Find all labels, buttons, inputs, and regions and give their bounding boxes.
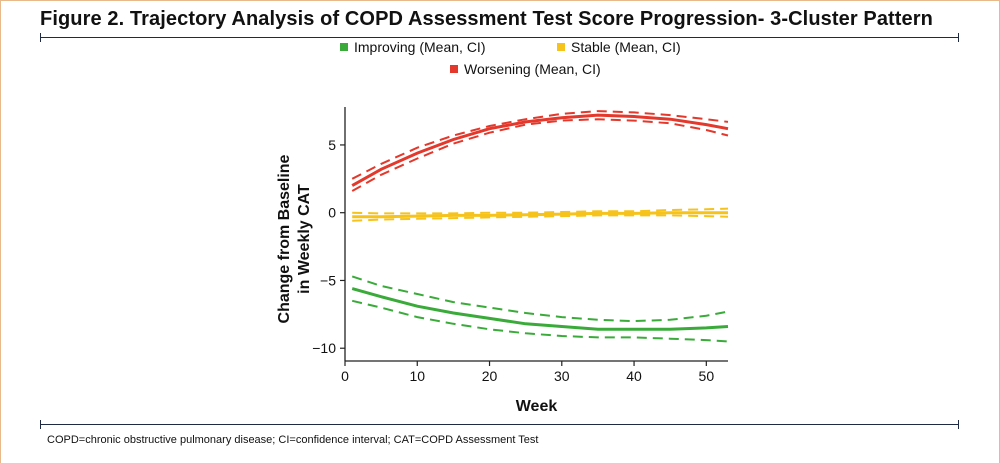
footnote: COPD=chronic obstructive pulmonary disea… (47, 434, 539, 446)
stable-legend-swatch (557, 43, 565, 51)
y-tick-label: −5 (320, 272, 336, 288)
improving-legend-label: Improving (Mean, CI) (354, 39, 485, 55)
worsening-legend-swatch (450, 65, 458, 73)
worsening-ci-upper-line (351, 110, 729, 180)
top-rule (40, 33, 959, 42)
stable-legend-label: Stable (Mean, CI) (571, 39, 681, 55)
x-tick-label: 30 (554, 368, 570, 384)
improving-mean-line (351, 287, 729, 331)
y-axis-label: in Weekly CAT (296, 184, 313, 294)
stable-ci-lower-line (352, 214, 729, 222)
stable-ci-upper-line (352, 207, 729, 215)
worsening-legend-label: Worsening (Mean, CI) (464, 61, 601, 77)
x-tick-label: 20 (482, 368, 498, 384)
x-axis-label: Week (516, 398, 558, 415)
y-tick-label: 0 (328, 205, 336, 221)
x-tick-label: 40 (626, 368, 642, 384)
figure-title: Figure 2. Trajectory Analysis of COPD As… (40, 8, 933, 30)
y-axis-label: Change from Baseline (276, 154, 293, 323)
bottom-rule (40, 420, 959, 429)
improving-legend-swatch (340, 43, 348, 51)
worsening-mean-line (351, 113, 729, 187)
improving-ci-upper-line (351, 275, 729, 323)
x-tick-label: 0 (341, 368, 349, 384)
stable-mean-line (352, 211, 728, 219)
improving-ci-lower-line (351, 299, 729, 343)
y-tick-label: −10 (312, 340, 336, 356)
x-tick-label: 50 (699, 368, 715, 384)
x-tick-label: 10 (409, 368, 425, 384)
y-tick-label: 5 (328, 137, 336, 153)
worsening-ci-lower-line (351, 118, 729, 192)
